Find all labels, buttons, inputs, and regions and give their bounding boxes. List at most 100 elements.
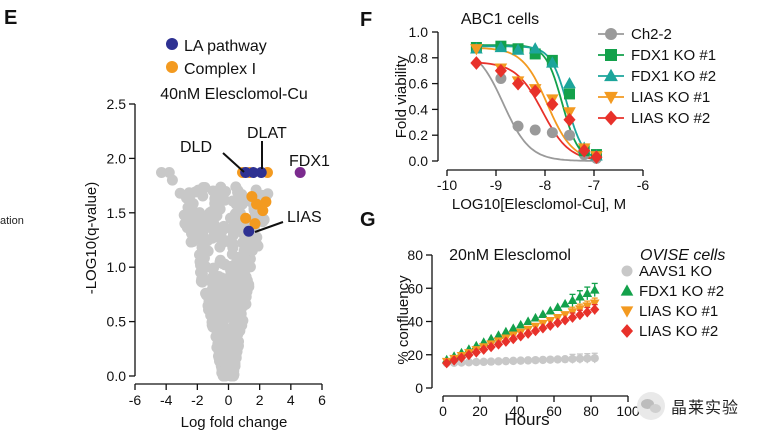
- f-data-point: [511, 43, 525, 55]
- dose-response-chart: ABC1 cells 0.0 0.2 0.4 0.6 0.8 1.0 -10 -9 -8 -7 -6…: [393, 11, 716, 213]
- g-data-point: [530, 325, 541, 337]
- f-data-point: [528, 42, 542, 54]
- g-data-point: [516, 331, 526, 342]
- chart-g-legend-title: OVISE cells: [640, 247, 725, 264]
- g-data-point: [486, 333, 496, 343]
- volcano-point: [218, 354, 230, 366]
- volcano-point: [228, 310, 240, 322]
- g-data-point: [486, 341, 496, 353]
- f-legend-label: Ch2-2: [631, 26, 672, 43]
- f-xtick-label: -10: [437, 177, 457, 193]
- e-xtick-label: 6: [318, 392, 326, 408]
- g-data-point: [523, 316, 533, 325]
- f-data-point: [564, 129, 575, 141]
- volcano-highlight-point: [240, 212, 252, 224]
- e-ytick-label: 1.5: [107, 205, 127, 221]
- volcano-point: [203, 296, 215, 308]
- g-data-point: [538, 323, 548, 334]
- f-xtick-label: -8: [539, 177, 552, 193]
- f-fit-curve: [476, 61, 597, 161]
- g-data-point: [509, 356, 518, 366]
- g-xtick-label: 20: [472, 403, 488, 419]
- f-ytick-label: 0.6: [409, 76, 429, 92]
- annotation-dlat: DLAT: [247, 125, 287, 142]
- e-ytick-label: 0.0: [107, 368, 127, 384]
- legend-e-marker-la: [166, 38, 178, 50]
- g-data-point: [479, 357, 488, 367]
- g-data-point: [442, 357, 452, 369]
- e-ytick-label: 2.5: [107, 96, 127, 112]
- volcano-point: [208, 222, 220, 234]
- volcano-point: [227, 229, 239, 241]
- chart-f-xlabel: LOG10[Elesclomol-Cu], M: [452, 196, 626, 213]
- volcano-highlight-point: [243, 225, 255, 237]
- volcano-point: [237, 272, 249, 284]
- volcano-point: [225, 287, 237, 299]
- volcano-point: [220, 185, 232, 197]
- panel-letter-e: E: [4, 7, 17, 29]
- volcano-point: [216, 291, 228, 303]
- volcano-point: [188, 234, 200, 246]
- volcano-point: [238, 245, 250, 257]
- legend-e-label-la: LA pathway: [184, 38, 267, 55]
- f-data-point: [512, 120, 524, 132]
- f-legend-marker: [604, 110, 618, 126]
- volcano-point: [174, 187, 186, 199]
- g-data-point: [449, 355, 459, 366]
- g-data-point: [575, 354, 585, 363]
- f-data-point: [546, 127, 558, 139]
- e-xtick-label: -6: [129, 392, 142, 408]
- g-data-point: [589, 284, 600, 294]
- f-legend-label: FDX1 KO #1: [631, 47, 716, 64]
- volcano-point: [225, 271, 237, 283]
- g-data-point: [494, 357, 503, 366]
- volcano-point: [229, 208, 241, 220]
- g-data-point: [582, 288, 593, 298]
- g-data-point: [553, 355, 562, 364]
- volcano-highlight-point: [255, 167, 267, 179]
- g-ytick-label: 40: [407, 314, 423, 330]
- f-xtick-label: -6: [637, 177, 650, 193]
- volcano-point: [195, 275, 207, 287]
- volcano-point: [182, 201, 194, 213]
- g-data-point: [560, 314, 570, 326]
- g-data-point: [501, 336, 511, 347]
- volcano-point: [243, 256, 255, 268]
- volcano-point: [212, 185, 224, 197]
- g-data-point: [486, 357, 496, 366]
- g-data-point: [582, 302, 593, 311]
- g-data-point: [515, 319, 526, 329]
- volcano-point: [189, 214, 201, 226]
- g-data-point: [531, 355, 540, 365]
- volcano-highlight-point: [294, 167, 306, 179]
- g-data-point: [479, 344, 489, 355]
- chart-f-ylabel: Fold viability: [393, 55, 410, 138]
- f-data-point: [512, 76, 525, 91]
- g-data-point: [589, 299, 600, 309]
- f-data-point: [529, 84, 542, 99]
- g-data-point: [575, 291, 585, 301]
- e-ytick-label: 2.0: [107, 150, 127, 166]
- g-ytick-label: 20: [407, 347, 423, 363]
- volcano-highlight-point: [260, 196, 272, 208]
- g-legend-marker: [621, 265, 633, 277]
- chart-g-title: 20nM Elesclomol: [449, 247, 571, 264]
- legend-e-label-complex: Complex I: [184, 61, 256, 78]
- volcano-highlight-point: [249, 218, 261, 230]
- f-data-point: [529, 48, 541, 60]
- f-data-point: [563, 77, 576, 89]
- f-legend-marker: [604, 68, 618, 82]
- volcano-point: [232, 186, 244, 198]
- g-xtick-label: 100: [616, 403, 640, 419]
- volcano-point: [234, 295, 246, 307]
- f-ytick-label: 0.8: [409, 50, 429, 66]
- f-data-point: [546, 56, 559, 68]
- f-legend-marker: [604, 91, 618, 105]
- legend-e-marker-complex: [166, 61, 178, 73]
- g-data-point: [538, 309, 548, 318]
- g-data-point: [560, 298, 570, 308]
- g-xtick-label: 40: [509, 403, 525, 419]
- g-legend-label: LIAS KO #1: [639, 303, 718, 320]
- volcano-point: [196, 242, 208, 254]
- g-data-point: [590, 304, 600, 315]
